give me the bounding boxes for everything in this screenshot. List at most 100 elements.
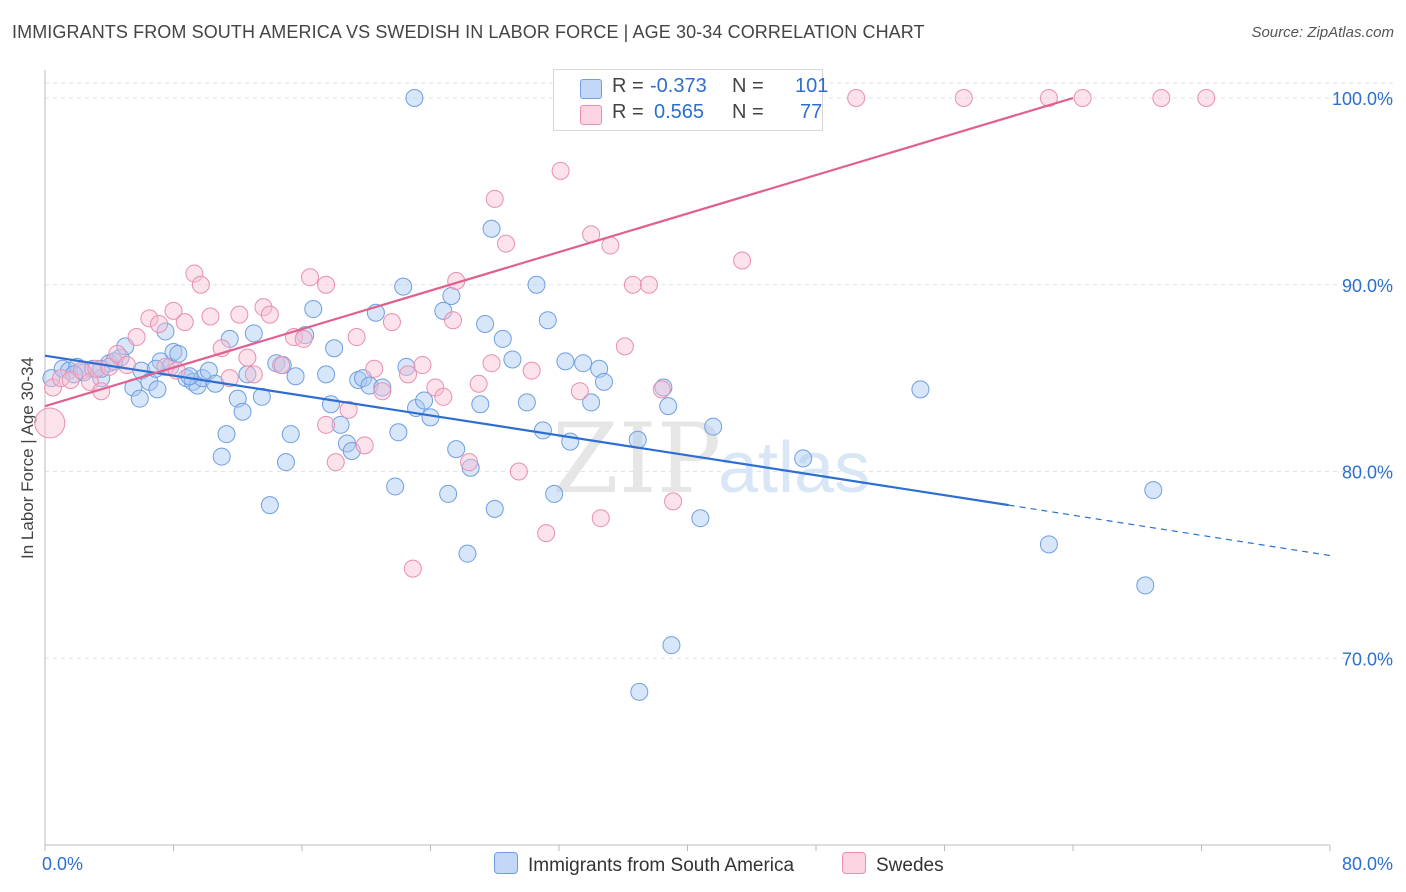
data-point [415,391,434,410]
data-point [458,544,477,563]
data-point [399,365,418,384]
data-point [286,367,305,386]
y-tick-label: 100.0% [1332,89,1393,109]
data-point [212,447,231,466]
data-point [413,356,432,375]
data-point [591,509,610,528]
data-point [639,275,658,294]
data-point [496,234,515,253]
data-point [1039,535,1058,554]
series-swedes [34,89,1216,578]
data-point [442,286,461,305]
legend-n-value-south-america: 101 [795,75,829,97]
data-point [217,425,236,444]
data-point [230,305,249,324]
data-point [254,298,273,317]
data-point [272,356,291,375]
data-point [691,509,710,528]
data-point [233,402,252,421]
data-point [574,354,593,373]
data-point [471,395,490,414]
data-point [582,393,601,412]
bottom-legend-swatch-swedes [842,852,866,874]
data-point [538,311,557,330]
data-point [339,400,358,419]
bottom-legend-label-south-america: Immigrants from South America [528,855,795,876]
data-point [148,380,167,399]
data-point [201,307,220,326]
data-point [326,453,345,472]
legend-swatch-south-america [580,79,602,99]
data-point [199,361,218,380]
data-point [794,449,813,468]
data-point [522,361,541,380]
stats-legend: R = -0.373 N = 101 R = 0.565 N = 77 [553,69,828,131]
data-point [405,89,424,108]
data-point [331,415,350,434]
data-point [1144,481,1163,500]
data-point [662,636,681,655]
data-point [386,477,405,496]
data-point [185,264,204,283]
legend-n-value-swedes: 77 [800,101,823,123]
data-point [317,365,336,384]
data-point [434,387,453,406]
data-point [191,275,210,294]
data-point [317,275,336,294]
data-point [317,415,336,434]
y-tick-label: 80.0% [1342,463,1393,483]
data-point [34,407,66,439]
data-point [1136,576,1155,595]
data-point [482,219,501,238]
data-point [373,378,392,397]
data-point [447,440,466,459]
data-point [615,337,634,356]
data-point [630,682,649,701]
data-point [238,348,257,367]
data-point [301,268,320,287]
data-point [397,357,416,376]
legend-n-label: N = [732,101,764,123]
data-point [556,352,575,371]
watermark-atlas: atlas [718,428,870,508]
data-point [503,350,522,369]
data-point [537,524,556,543]
trendline-south-america [44,354,1009,507]
data-point [347,328,366,347]
data-point [294,329,313,348]
bottom-legend-south-america: Immigrants from South America [494,852,794,877]
data-point [355,436,374,455]
bottom-legend-swedes: Swedes [842,852,944,877]
data-point [1073,89,1092,108]
data-point [394,277,413,296]
data-point [389,423,408,442]
source-credit: Source: ZipAtlas.com [1251,24,1394,41]
data-point [1197,89,1216,108]
data-point [276,453,295,472]
data-point [156,322,175,341]
x-tick-label: 0.0% [42,854,83,874]
data-point [260,305,279,324]
data-point [130,389,149,408]
chart-title: IMMIGRANTS FROM SOUTH AMERICA VS SWEDISH… [12,22,925,42]
y-tick-label: 90.0% [1342,276,1393,296]
series-south-america [42,89,1163,701]
legend-swatch-swedes [580,105,602,125]
data-point [169,344,188,363]
data-point [365,359,384,378]
data-point [244,365,263,384]
data-point [623,275,642,294]
data-point [847,89,866,108]
data-point [439,484,458,503]
data-point [304,300,323,319]
y-tick-label: 70.0% [1342,649,1393,669]
data-point [664,492,683,511]
data-point [244,324,263,343]
data-point [127,328,146,347]
data-point [509,462,528,481]
data-point [1152,89,1171,108]
data-point [325,339,344,358]
data-point [1039,89,1058,108]
data-point [373,382,392,401]
data-point [652,380,671,399]
